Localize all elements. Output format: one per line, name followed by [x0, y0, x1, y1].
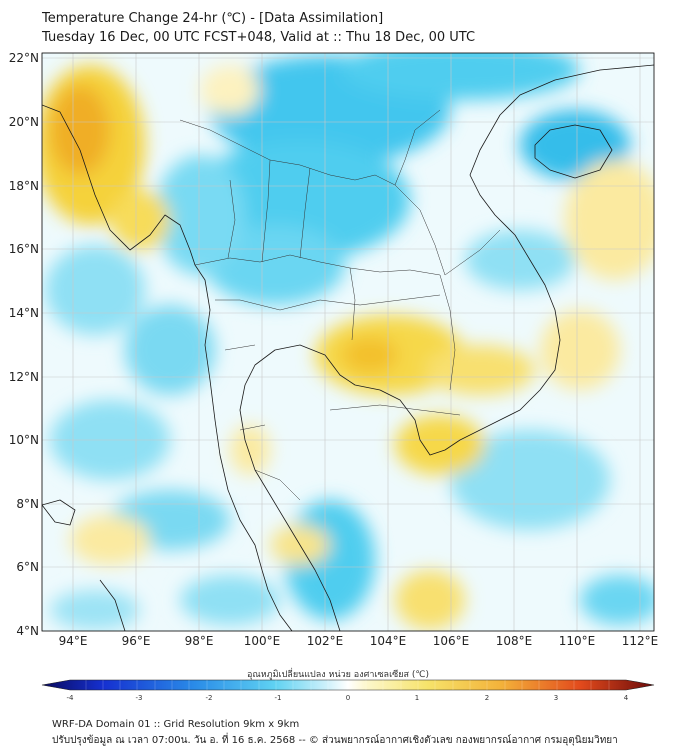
colorbar-tick: 4 — [624, 694, 629, 702]
lon-tick: 112°E — [622, 634, 659, 648]
lon-tick: 94°E — [59, 634, 88, 648]
lon-tick: 102°E — [307, 634, 344, 648]
colorbar-bar — [41, 679, 655, 691]
lon-tick: 106°E — [433, 634, 470, 648]
lon-tick: 110°E — [559, 634, 596, 648]
colorbar: -4 -3 -2 -1 0 1 2 3 4 — [41, 679, 655, 702]
lon-tick: 96°E — [122, 634, 151, 648]
map-frame — [41, 52, 655, 632]
lat-tick: 8°N — [16, 497, 39, 511]
colorbar-tick: 0 — [346, 694, 350, 702]
map-title: Temperature Change 24-hr (℃) - [Data Ass… — [42, 11, 384, 26]
lat-axis: 22°N 20°N 18°N 16°N 14°N 12°N 10°N 8°N 6… — [9, 51, 39, 638]
lat-tick: 16°N — [9, 242, 39, 256]
colorbar-tick: -1 — [275, 694, 282, 702]
model-info: WRF-DA Domain 01 :: Grid Resolution 9km … — [52, 719, 300, 730]
lat-tick: 4°N — [16, 624, 39, 638]
colorbar-tick: 2 — [485, 694, 489, 702]
update-credit: ปรับปรุงข้อมูล ณ เวลา 07:00น. วัน อ. ที่… — [52, 735, 618, 746]
colorbar-tick: -4 — [67, 694, 75, 702]
colorbar-tick: -3 — [136, 694, 143, 702]
colorbar-tick: 3 — [554, 694, 558, 702]
lon-tick: 104°E — [370, 634, 407, 648]
lat-tick: 14°N — [9, 306, 39, 320]
coastlines — [42, 64, 654, 631]
colorbar-tick: -2 — [206, 694, 213, 702]
lon-tick: 100°E — [244, 634, 281, 648]
map-subtitle: Tuesday 16 Dec, 00 UTC FCST+048, Valid a… — [42, 30, 476, 45]
lon-axis: 94°E 96°E 98°E 100°E 102°E 104°E 106°E 1… — [59, 634, 659, 648]
admin-borders — [179, 109, 501, 501]
lat-tick: 6°N — [16, 560, 39, 574]
lat-tick: 20°N — [9, 115, 39, 129]
colorbar-tick: 1 — [415, 694, 419, 702]
lat-tick: 12°N — [9, 370, 39, 384]
lon-tick: 108°E — [496, 634, 533, 648]
colorbar-label: อุณหภูมิเปลี่ยนแปลง หน่วย องศาเซลเซียส (… — [246, 670, 430, 680]
lat-tick: 22°N — [9, 51, 39, 65]
lon-tick: 98°E — [185, 634, 214, 648]
lat-tick: 10°N — [9, 433, 39, 447]
temperature-field — [42, 53, 654, 631]
gridlines — [42, 53, 654, 631]
lat-tick: 18°N — [9, 179, 39, 193]
